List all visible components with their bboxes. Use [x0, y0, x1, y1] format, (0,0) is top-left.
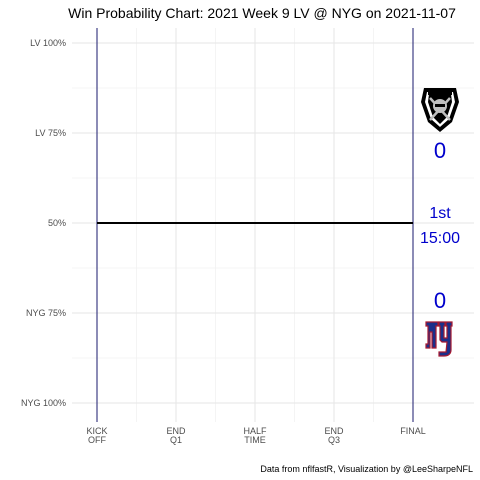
x-tick-label: END	[166, 426, 186, 436]
game-clock: 15:00	[420, 230, 460, 247]
y-axis-labels: LV 100% LV 75% 50% NYG 75% NYG 100%	[21, 38, 66, 408]
x-tick-label: Q1	[170, 435, 182, 445]
grid-minor	[72, 28, 474, 422]
x-tick-label: KICK	[86, 426, 107, 436]
x-tick-label: HALF	[243, 426, 267, 436]
x-tick-label: TIME	[244, 435, 266, 445]
y-tick-label: NYG 75%	[26, 308, 66, 318]
quarter-label: 1st	[429, 205, 451, 222]
x-tick-label: OFF	[88, 435, 106, 445]
game-boundaries	[96, 28, 414, 422]
chart-title: Win Probability Chart: 2021 Week 9 LV @ …	[68, 5, 456, 21]
y-tick-label: LV 75%	[35, 128, 66, 138]
x-tick-label: Q3	[328, 435, 340, 445]
away-score: 0	[434, 138, 446, 163]
y-tick-label: LV 100%	[30, 38, 66, 48]
nyg-team-logo	[425, 321, 453, 357]
home-score: 0	[434, 288, 446, 313]
y-tick-label: NYG 100%	[21, 398, 66, 408]
x-tick-label: END	[324, 426, 344, 436]
chart-caption: Data from nflfastR, Visualization by @Le…	[260, 464, 473, 474]
y-tick-label: 50%	[48, 218, 66, 228]
x-tick-label: FINAL	[400, 426, 426, 436]
lv-team-logo	[421, 88, 459, 132]
